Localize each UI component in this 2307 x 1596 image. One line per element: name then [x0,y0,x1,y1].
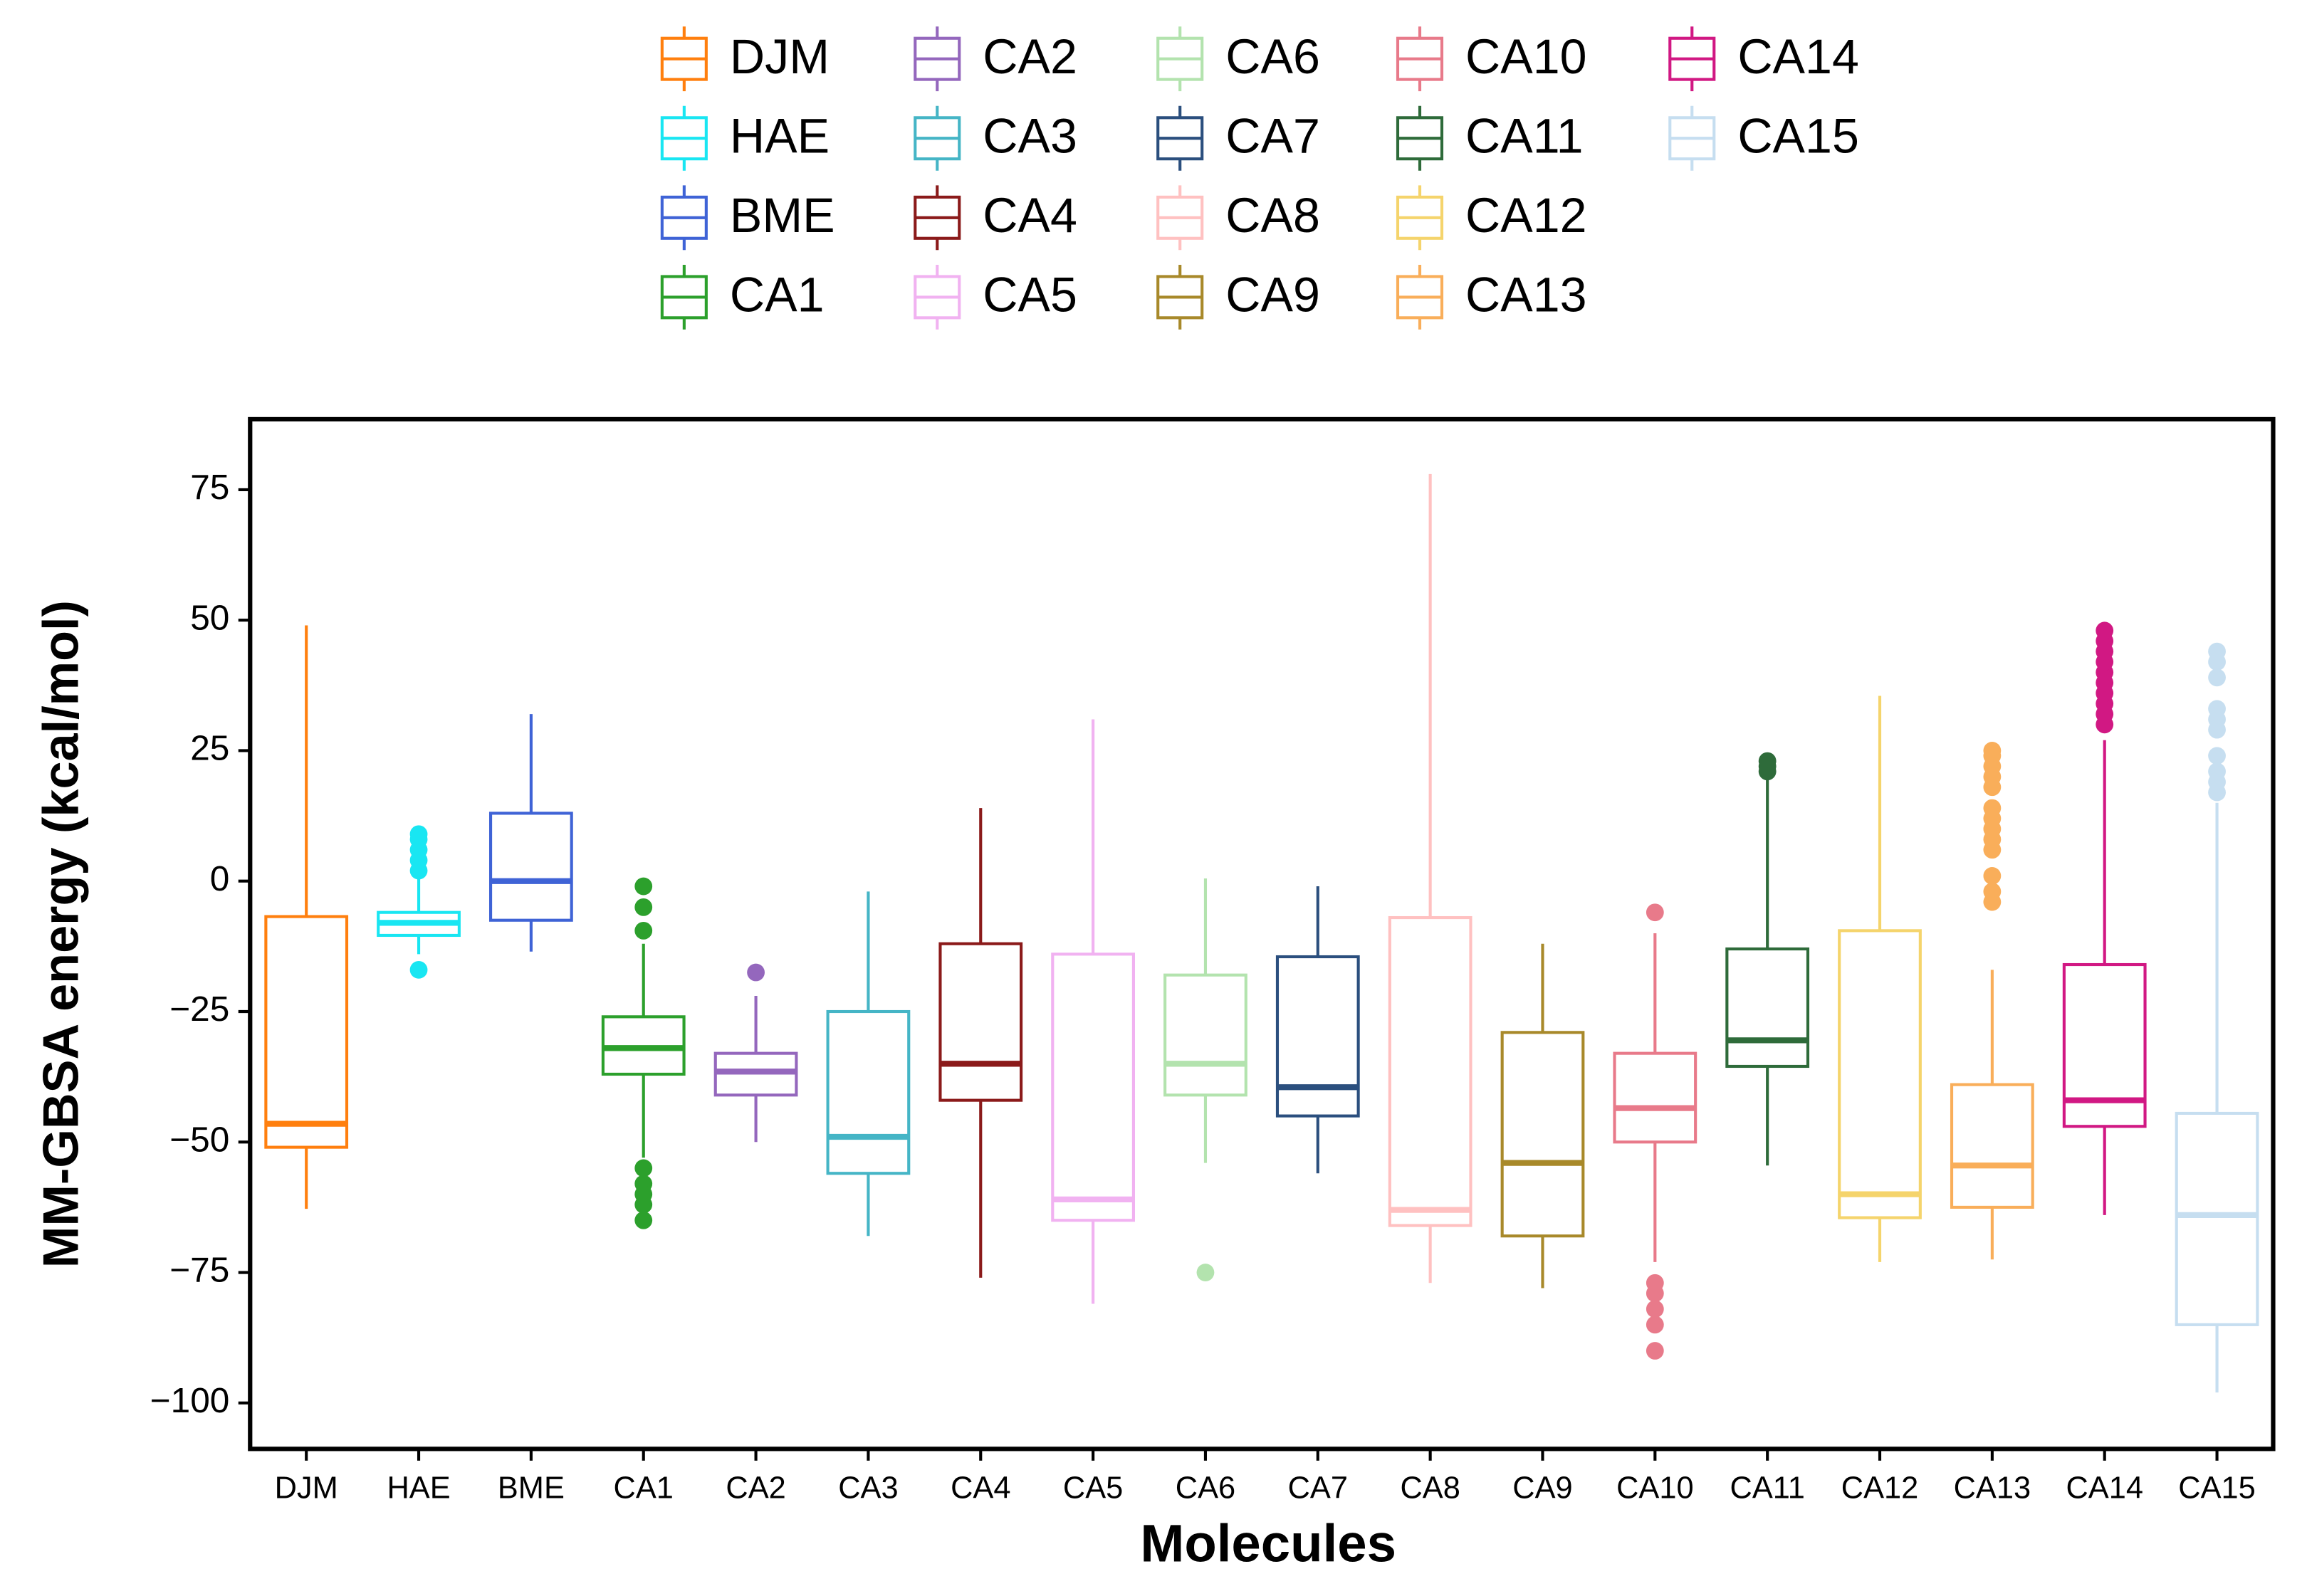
outlier [634,921,653,940]
box [938,942,1023,1102]
legend-label: DJM [730,30,830,84]
legend-label: CA1 [730,268,825,322]
outlier [747,963,765,982]
plot-frame [248,416,2276,1451]
box [1500,1031,1585,1238]
box [488,812,573,922]
box [264,915,349,1149]
x-tick-label: CA9 [1512,1471,1572,1506]
outlier [409,960,428,979]
legend-label: CA4 [983,189,1077,243]
box [1163,973,1247,1097]
y-tick-label: 25 [190,728,229,768]
x-tick-label: CA14 [2066,1471,2143,1506]
x-tick-label: DJM [275,1471,338,1506]
y-tick-label: −25 [169,989,229,1029]
legend-label: CA8 [1225,189,1320,243]
x-axis-title: Molecules [1140,1513,1396,1573]
outlier [1983,742,2002,760]
box [1838,929,1922,1219]
outlier [1983,866,2002,885]
box [2175,1111,2259,1326]
x-tick-label: CA2 [726,1471,785,1506]
x-tick-label: CA5 [1063,1471,1123,1506]
x-tick-label: CA7 [1288,1471,1348,1506]
box [1051,952,1135,1222]
box [826,1009,911,1175]
outlier [2208,747,2226,765]
outlier [634,1195,653,1214]
legend-label: CA3 [983,109,1077,163]
y-axis-title: MM-GBSA energy (kcal/mol) [32,600,88,1268]
box [1388,915,1472,1227]
legend-label: CA2 [983,30,1077,84]
legend-label: BME [730,189,835,243]
outlier [634,877,653,896]
legend-label: CA13 [1465,268,1587,322]
legend-label: CA12 [1465,189,1587,243]
y-tick-label: −50 [169,1119,229,1159]
outlier [1646,903,1664,922]
y-tick-label: −75 [169,1250,229,1290]
y-tick-label: 75 [190,467,229,507]
x-tick-label: BME [498,1471,565,1506]
outlier [1646,1342,1664,1360]
legend-label: CA7 [1225,109,1320,163]
y-tick-label: −100 [150,1380,230,1420]
box [1275,955,1360,1118]
x-tick-label: CA6 [1176,1471,1235,1506]
outlier [1983,799,2002,817]
legend-label: HAE [730,109,830,163]
x-tick-label: CA11 [1730,1471,1805,1506]
x-tick-label: CA1 [614,1471,674,1506]
x-tick-label: HAE [387,1471,450,1506]
outlier [2208,700,2226,718]
x-tick-label: CA4 [951,1471,1010,1506]
outlier [1646,1300,1664,1318]
outlier [1983,882,2002,901]
x-tick-label: CA15 [2178,1471,2256,1506]
legend-label: CA11 [1465,109,1583,163]
legend-label: CA6 [1225,30,1320,84]
box [1613,1051,1697,1144]
outlier [2208,642,2226,661]
outlier [634,898,653,916]
outlier [409,825,428,844]
outlier [2208,668,2226,687]
y-tick-label: 0 [210,859,230,898]
y-tick-label: 50 [190,597,229,637]
outlier [1646,1316,1664,1334]
legend-label: CA15 [1737,109,1859,163]
box [1725,947,1810,1069]
legend-label: CA10 [1465,30,1587,84]
legend-label: CA5 [983,268,1077,322]
outlier [1196,1264,1215,1281]
x-tick-label: CA13 [1954,1471,2031,1506]
x-tick-label: CA8 [1400,1471,1460,1506]
outlier [2208,762,2226,781]
outlier [634,1211,653,1229]
x-tick-label: CA10 [1616,1471,1694,1506]
legend-label: CA9 [1225,268,1320,322]
outlier [2096,621,2114,640]
legend-label: CA14 [1737,30,1859,84]
outlier [1646,1284,1664,1303]
box [1950,1083,2034,1209]
x-tick-label: CA3 [838,1471,898,1506]
outlier [1758,752,1777,770]
outlier [634,1159,653,1177]
x-tick-label: CA12 [1841,1471,1919,1506]
